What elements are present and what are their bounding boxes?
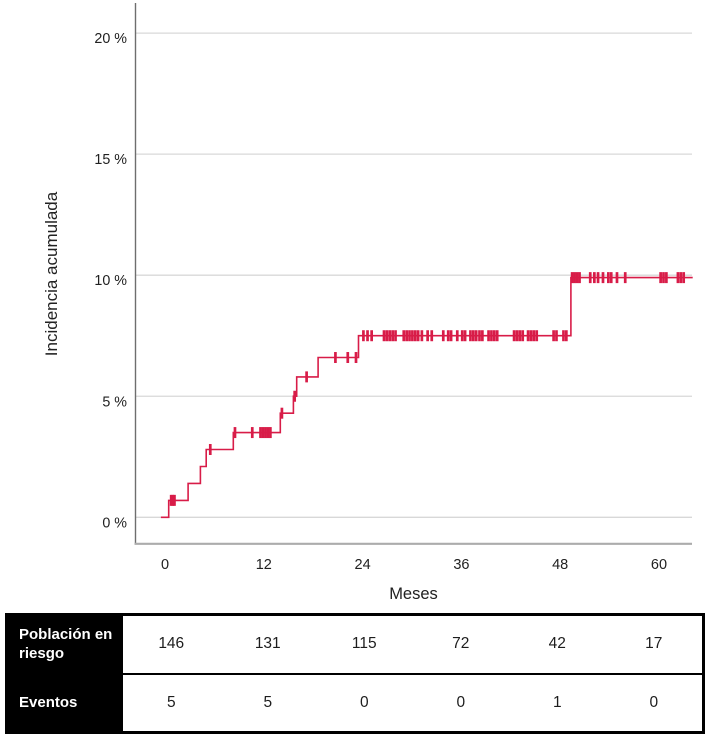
incidence-chart: 0 % 5 % 10 % 15 % 20 % 0 12 24 36 48 60 Meses Incide… bbox=[42, 3, 693, 603]
events-value: 0 bbox=[649, 693, 659, 711]
incidence-curve bbox=[160, 276, 693, 519]
y-tick-label: 10 % bbox=[94, 273, 127, 289]
y-axis-title: Incidencia acumulada bbox=[42, 191, 61, 356]
population-at-risk-value: 146 bbox=[158, 635, 185, 653]
y-tick-label: 5 % bbox=[102, 394, 127, 410]
risk-table-label-population: Población en riesgo bbox=[8, 616, 123, 673]
x-axis-title: Meses bbox=[389, 585, 438, 603]
events-value: 5 bbox=[263, 693, 273, 711]
population-at-risk-value: 17 bbox=[645, 635, 663, 653]
population-at-risk-value: 131 bbox=[254, 635, 281, 653]
risk-table-label-events: Eventos bbox=[8, 674, 123, 731]
y-tick-label: 15 % bbox=[94, 152, 127, 168]
risk-table-row-events: Eventos 5 5 0 0 1 0 bbox=[8, 674, 702, 731]
x-tick-label: 48 bbox=[552, 557, 568, 573]
x-tick-label: 36 bbox=[453, 557, 469, 573]
risk-table: Población en riesgo 146 131 115 72 42 17… bbox=[5, 613, 705, 734]
y-tick-label: 20 % bbox=[94, 31, 127, 47]
x-tick-label: 0 bbox=[161, 557, 169, 573]
events-value: 0 bbox=[456, 693, 466, 711]
events-value: 1 bbox=[552, 693, 562, 711]
y-tick-label: 0 % bbox=[102, 515, 127, 531]
x-tick-label: 12 bbox=[256, 557, 272, 573]
x-tick-label: 24 bbox=[355, 557, 371, 573]
population-at-risk-value: 42 bbox=[548, 635, 566, 653]
population-at-risk-value: 115 bbox=[351, 635, 377, 653]
risk-table-row-population: Población en riesgo 146 131 115 72 42 17 bbox=[8, 616, 702, 675]
population-at-risk-value: 72 bbox=[452, 635, 470, 653]
x-tick-label: 60 bbox=[651, 557, 667, 573]
events-value: 5 bbox=[166, 693, 176, 711]
events-value: 0 bbox=[359, 693, 369, 711]
